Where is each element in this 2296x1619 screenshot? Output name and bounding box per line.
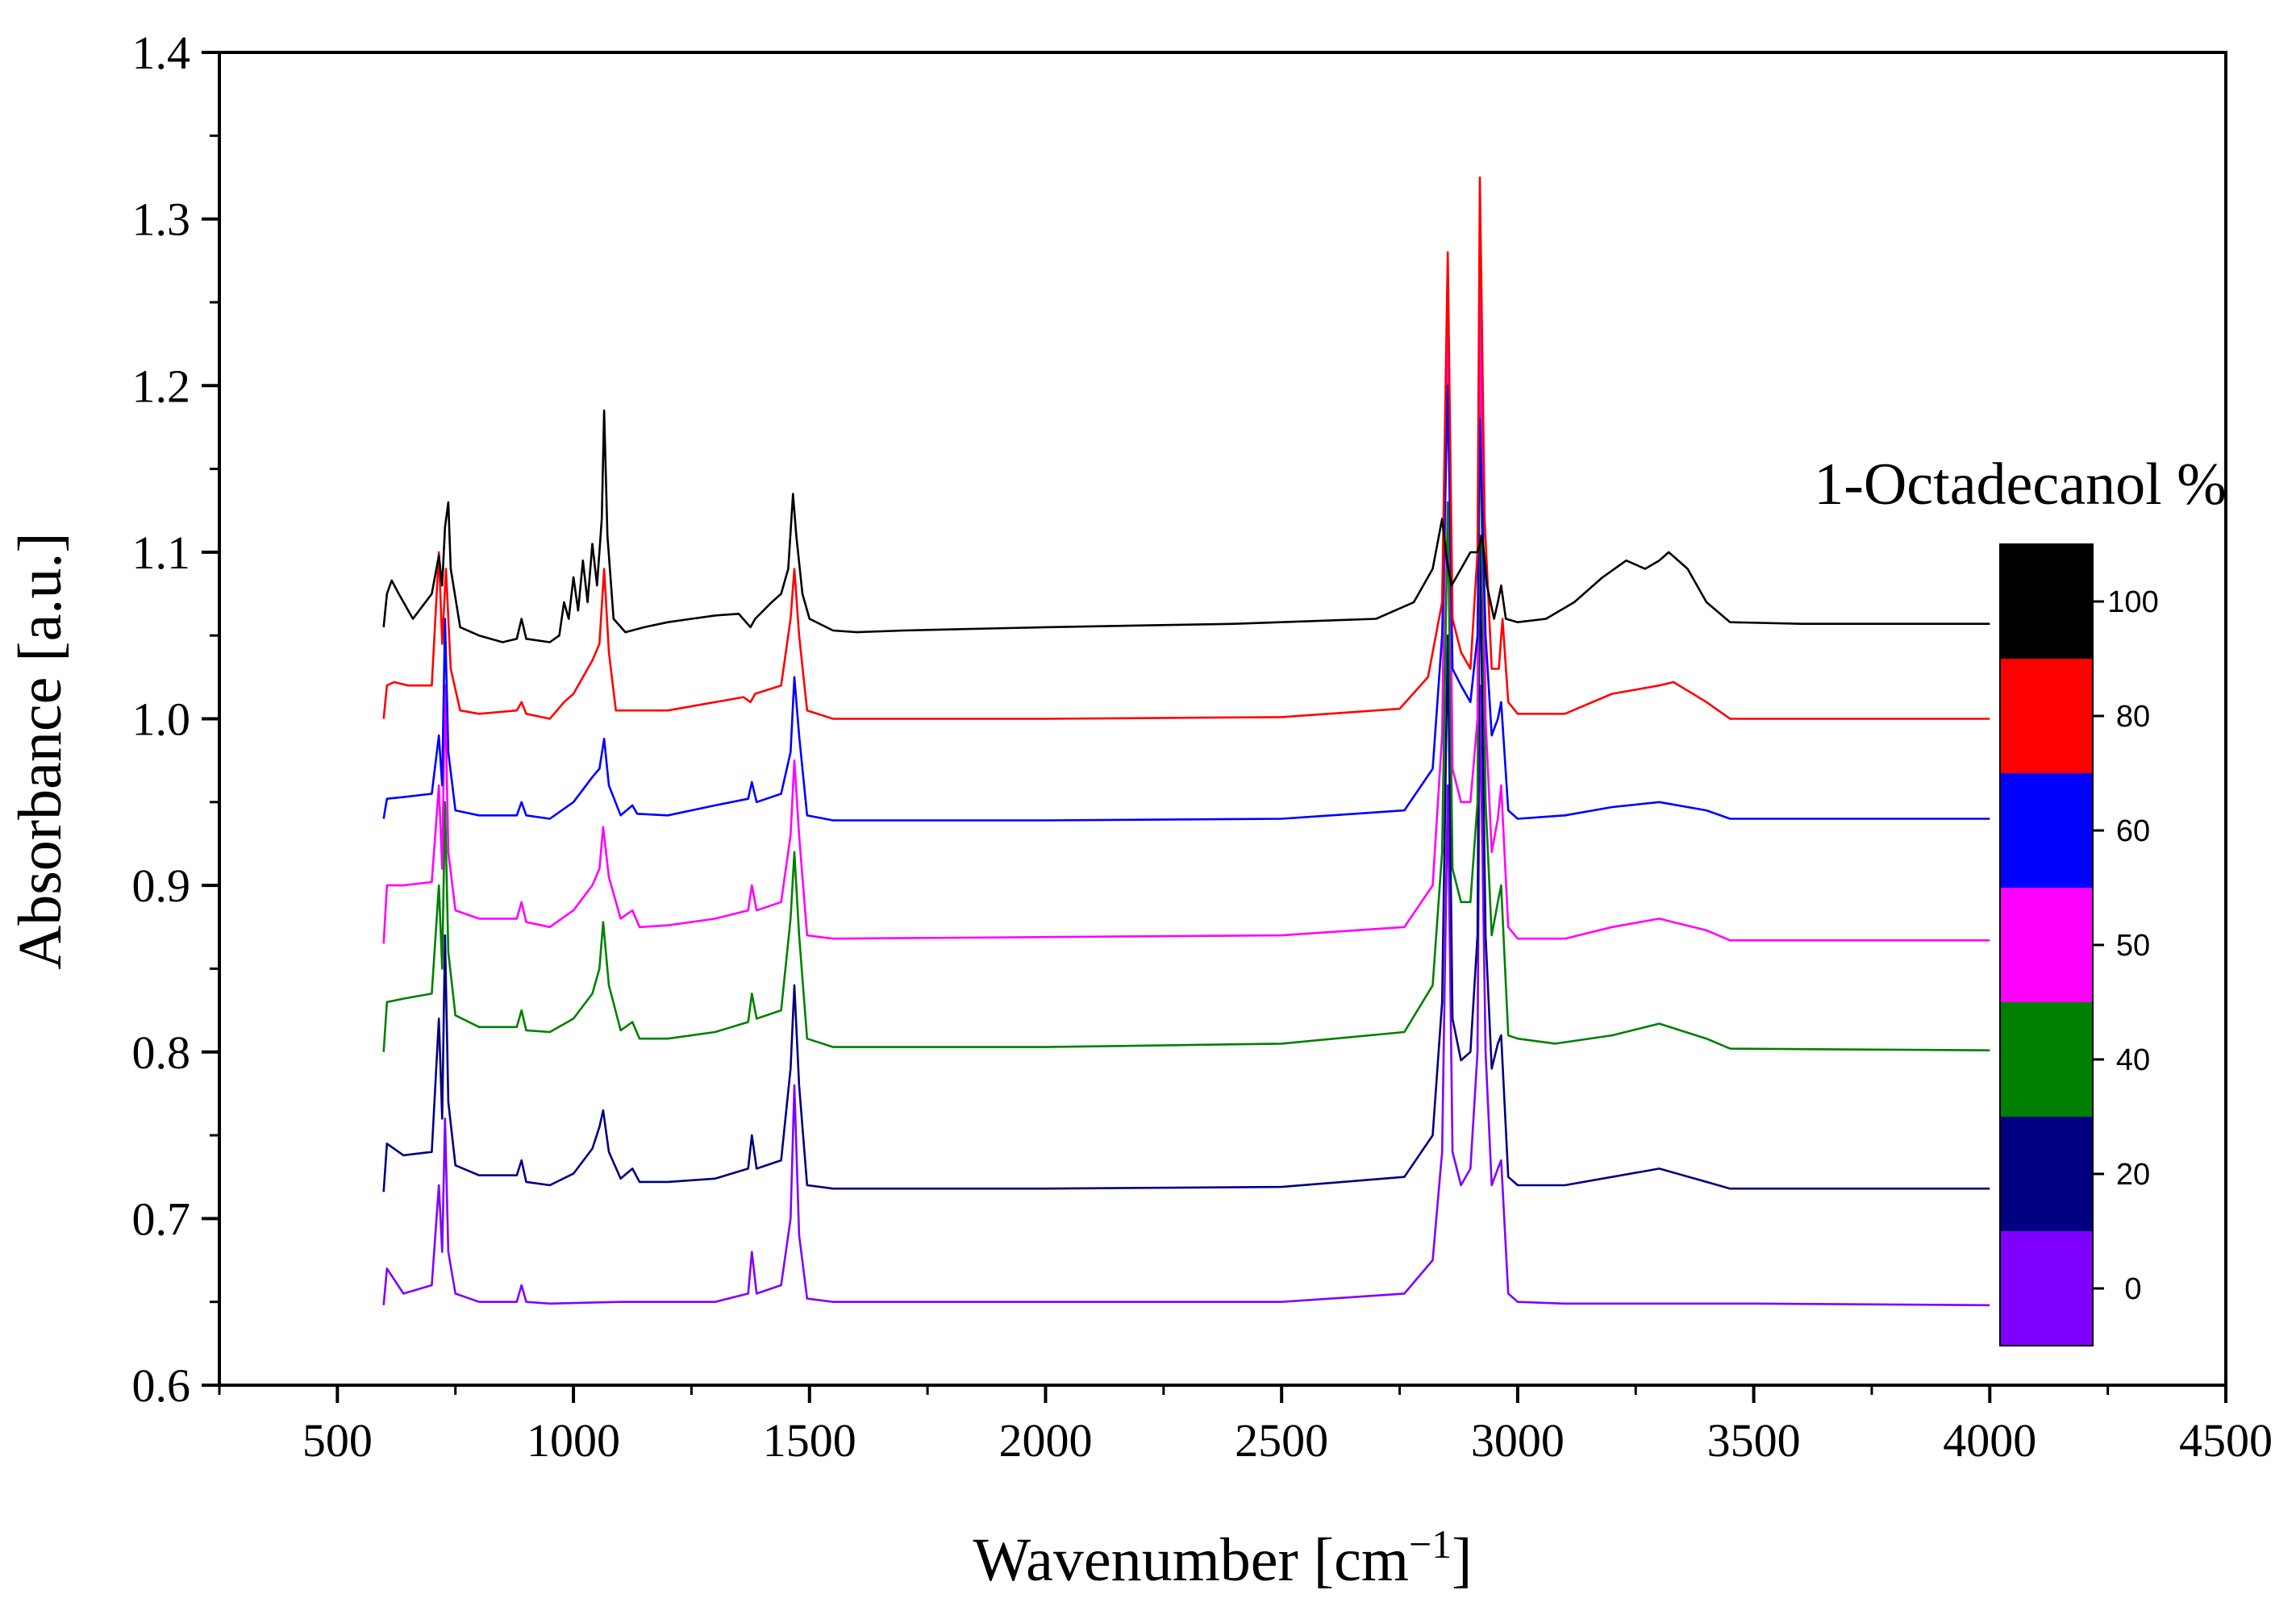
colorbar-label: 80 <box>2116 700 2150 734</box>
series-line-60 <box>382 385 1990 822</box>
y-tick-label: 0.6 <box>132 1359 191 1412</box>
tick-layer: 500 1000 1500 2000 2500 3000 3500 4000 45000.60.… <box>132 27 2273 1467</box>
series-line-20 <box>382 534 1990 1192</box>
y-tick-label: 0.8 <box>132 1026 191 1079</box>
x-tick-label: 1500 <box>763 1414 856 1467</box>
colorbar-swatch-100 <box>2000 544 2093 659</box>
series-line-0 <box>382 684 1990 1307</box>
colorbar-label: 0 <box>2124 1272 2141 1306</box>
y-tick-label: 1.4 <box>132 27 191 79</box>
colorbar-swatch-60 <box>2000 773 2093 888</box>
y-axis-title: Absorbance [a.u.] <box>6 532 74 969</box>
legend-title: 1-Octadecanol % <box>1814 452 2227 518</box>
x-tick-label: 2500 <box>1235 1414 1328 1467</box>
series-line-50 <box>382 276 1990 944</box>
y-tick-label: 1.3 <box>132 194 191 246</box>
colorbar-swatch-20 <box>2000 1117 2093 1231</box>
y-tick-label: 1.1 <box>132 526 191 579</box>
x-tick-label: 4500 <box>2179 1414 2273 1467</box>
colorbar-label: 50 <box>2116 929 2150 963</box>
x-axis-title: Wavenumber [cm−1] <box>973 1521 1473 1594</box>
series-line-80 <box>382 176 1990 720</box>
colorbar-swatch-50 <box>2000 888 2093 1002</box>
colorbar: 100 80 60 50 40 20 0 <box>1999 543 2159 1346</box>
series-line-40 <box>382 376 1990 1052</box>
colorbar-label: 60 <box>2116 814 2150 848</box>
colorbar-label: 40 <box>2116 1043 2150 1077</box>
y-tick-label: 0.7 <box>132 1192 191 1245</box>
y-tick-label: 0.9 <box>132 859 191 912</box>
colorbar-border <box>1999 543 2094 1346</box>
colorbar-swatch-80 <box>2000 659 2093 773</box>
x-tick-label: 500 <box>302 1414 373 1467</box>
y-tick-label: 1.2 <box>132 360 191 412</box>
x-tick-label: 4000 <box>1943 1414 2036 1467</box>
colorbar-swatch-40 <box>2000 1002 2093 1117</box>
series-line-100 <box>382 409 1990 643</box>
colorbar-label: 100 <box>2107 585 2158 619</box>
x-tick-label: 1000 <box>527 1414 620 1467</box>
colorbar-swatch-0 <box>2000 1231 2093 1346</box>
series-layer <box>382 176 1990 1307</box>
x-tick-label: 3000 <box>1471 1414 1565 1467</box>
colorbar-label: 20 <box>2116 1158 2150 1192</box>
x-tick-label: 2000 <box>998 1414 1092 1467</box>
x-tick-label: 3500 <box>1707 1414 1801 1467</box>
y-tick-label: 1.0 <box>132 693 191 746</box>
